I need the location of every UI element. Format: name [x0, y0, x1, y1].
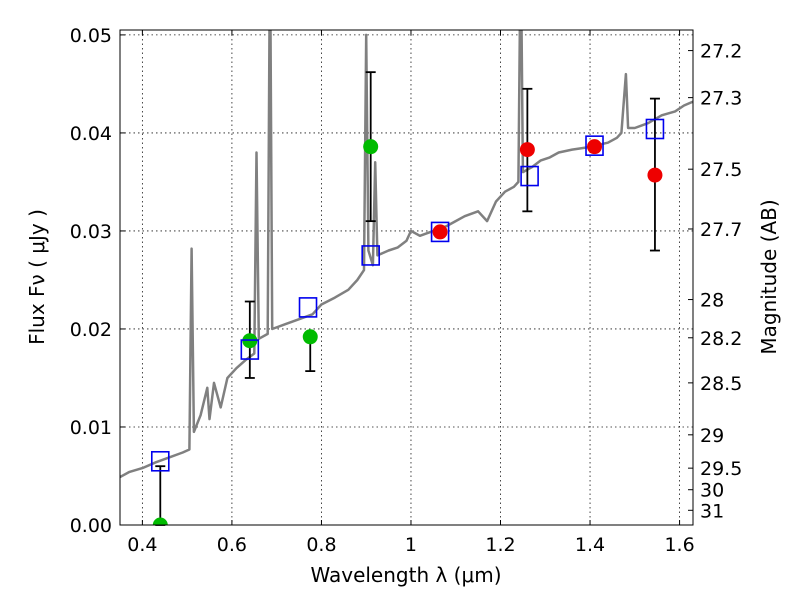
right-tick-label: 29 [700, 425, 724, 447]
red-data-point [432, 224, 448, 240]
model-square-marker [240, 339, 260, 360]
model-square-marker [645, 118, 665, 140]
right-axis-label: Magnitude (AB) [757, 199, 781, 354]
x-tick-label: 0.4 [127, 534, 157, 556]
x-tick-label: 1.4 [575, 534, 605, 556]
model-square-marker [361, 245, 380, 266]
green-data-point [302, 329, 318, 345]
model-square-marker [520, 165, 539, 187]
spectrum-line [120, 30, 693, 479]
red-data-point [519, 142, 535, 158]
right-tick-label: 28.5 [700, 373, 742, 395]
y-tick-label: 0.01 [70, 417, 112, 439]
model-square-marker [585, 135, 604, 156]
x-tick-label: 1.2 [485, 534, 515, 556]
model-square-marker [298, 297, 318, 318]
y-axis-label: Flux Fν ( μJy ) [25, 209, 49, 345]
right-tick-label: 29.5 [700, 458, 742, 480]
red-data-point [587, 139, 603, 155]
right-tick-label: 31 [700, 500, 724, 522]
model-square-marker [430, 221, 450, 243]
plot-frame [119, 29, 694, 526]
right-tick-label: 27.2 [700, 41, 742, 63]
right-tick-label: 27.7 [700, 219, 742, 241]
model-square-marker [150, 450, 170, 472]
y-tick-label: 0.04 [70, 123, 112, 145]
spectrum-layer [120, 30, 693, 479]
right-tick-label: 28.2 [700, 328, 742, 350]
green-data-point [363, 139, 379, 155]
y-tick-label: 0.00 [70, 515, 112, 537]
grid-layer [120, 30, 693, 526]
right-tick-label: 27.5 [700, 159, 742, 181]
green-data-point [152, 517, 168, 525]
points-layer [152, 139, 663, 525]
x-tick-label: 1 [405, 534, 417, 556]
x-tick-label: 0.8 [306, 534, 336, 556]
y-tick-label: 0.02 [70, 319, 112, 341]
y-tick-label: 0.05 [70, 25, 112, 47]
x-axis-label: Wavelength λ (μm) [310, 563, 501, 587]
y-tick-label: 0.03 [70, 221, 112, 243]
red-data-point [647, 167, 663, 183]
right-tick-label: 28 [700, 290, 724, 312]
x-tick-label: 0.6 [217, 534, 247, 556]
errorbar-layer [155, 71, 660, 526]
right-tick-label: 27.3 [700, 88, 742, 110]
x-tick-label: 1.6 [664, 534, 694, 556]
squares-layer [150, 118, 665, 472]
axes-layer: 0.4 0.6 0.8 1 1.2 1.4 1.6 0.00 0.01 0.02 0.03 0.04 0… [70, 25, 743, 556]
right-tick-label: 30 [700, 480, 724, 502]
